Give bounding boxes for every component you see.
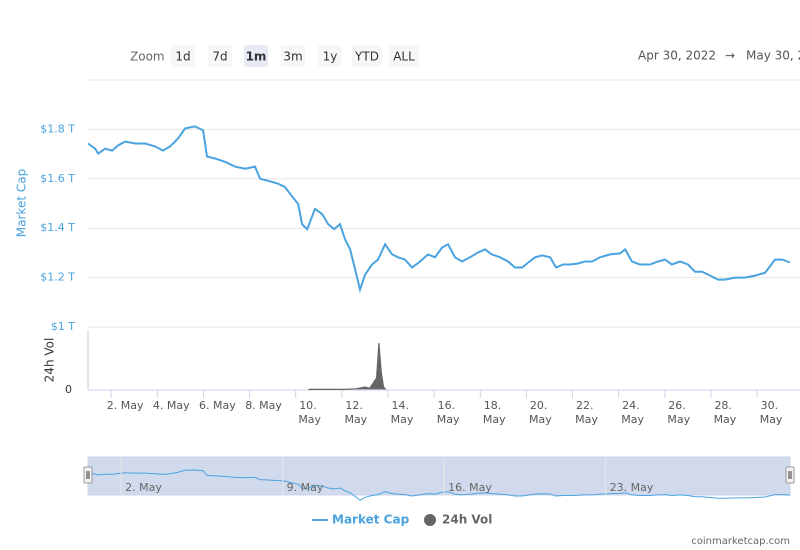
zoom-button[interactable]: 3m bbox=[281, 45, 305, 67]
x-tick-label: 18. May bbox=[483, 399, 506, 426]
navigator-handle-box bbox=[83, 466, 93, 484]
zoom-button[interactable]: 7d bbox=[208, 45, 232, 67]
range-to[interactable]: May 30, 2022 bbox=[746, 49, 800, 63]
y-axis-title: Market Cap bbox=[15, 169, 29, 237]
zoom-button-label: YTD bbox=[354, 50, 379, 64]
zoom-button[interactable]: YTD bbox=[352, 45, 382, 67]
zoom-button-label: 1d bbox=[175, 50, 190, 64]
y2-axis-title: 24h Vol bbox=[43, 338, 57, 383]
y-tick-label: $1 T bbox=[51, 320, 75, 333]
zoom-button-label: ALL bbox=[393, 50, 415, 64]
y2-tick-label: 0 bbox=[65, 383, 72, 396]
zoom-button-bg bbox=[208, 45, 232, 67]
navigator-tick-label: 23. May bbox=[610, 481, 654, 494]
navigator-handle[interactable] bbox=[83, 466, 93, 484]
zoom-button-bg bbox=[281, 45, 305, 67]
x-tick-label: 22. May bbox=[575, 399, 598, 426]
zoom-button[interactable]: 1d bbox=[171, 45, 195, 67]
volume-area bbox=[308, 343, 387, 390]
x-tick-label: 16. May bbox=[437, 399, 460, 426]
navigator-mask bbox=[87, 456, 791, 496]
legend-item[interactable]: 24h Vol bbox=[424, 513, 492, 527]
y-tick-label: $1.2 T bbox=[40, 271, 75, 284]
range-from[interactable]: Apr 30, 2022 bbox=[638, 49, 716, 63]
x-tick-label: 2. May bbox=[107, 399, 144, 412]
navigator-tick-label: 2. May bbox=[125, 481, 162, 494]
x-tick-label: 14. May bbox=[391, 399, 414, 426]
y-tick-label: $1.8 T bbox=[40, 122, 75, 135]
navigator-tick-label: 9. May bbox=[287, 481, 324, 494]
zoom-button-bg bbox=[389, 45, 419, 67]
y-tick-label: $1.6 T bbox=[40, 172, 75, 185]
navigator-line bbox=[87, 469, 791, 501]
legend-label: Market Cap bbox=[332, 513, 410, 527]
x-tick-label: 12. May bbox=[344, 399, 367, 426]
x-tick-label: 30. May bbox=[760, 399, 783, 426]
zoom-button-label: 1y bbox=[323, 50, 338, 64]
x-tick-label: 6. May bbox=[199, 399, 236, 412]
x-tick-label: 10. May bbox=[298, 399, 321, 426]
zoom-button[interactable]: ALL bbox=[389, 45, 419, 67]
zoom-button-label: 7d bbox=[212, 50, 227, 64]
range-arrow: → bbox=[725, 49, 735, 63]
line-series bbox=[87, 125, 791, 294]
zoom-button-label: 3m bbox=[283, 50, 302, 64]
navigator-tick-label: 16. May bbox=[448, 481, 492, 494]
legend-symbol bbox=[424, 514, 436, 526]
x-tick-label: 4. May bbox=[153, 399, 190, 412]
zoom-button-bg bbox=[244, 45, 268, 67]
legend-label: 24h Vol bbox=[442, 513, 492, 527]
navigator-handle[interactable] bbox=[785, 466, 795, 484]
x-tick-label: 20. May bbox=[529, 399, 552, 426]
zoom-button-bg bbox=[352, 45, 382, 67]
x-tick-label: 28. May bbox=[714, 399, 737, 426]
legend-item[interactable]: Market Cap bbox=[312, 513, 410, 527]
x-tick-label: 24. May bbox=[621, 399, 644, 426]
zoom-button[interactable]: 1y bbox=[318, 45, 342, 67]
credit: coinmarketcap.com bbox=[691, 536, 790, 547]
zoom-label: Zoom bbox=[130, 50, 165, 64]
zoom-button-bg bbox=[318, 45, 342, 67]
zoom-button-label: 1m bbox=[246, 50, 267, 64]
zoom-button-bg bbox=[171, 45, 195, 67]
navigator-handle-box bbox=[785, 466, 795, 484]
y-tick-label: $1.4 T bbox=[40, 221, 75, 234]
x-tick-label: 8. May bbox=[245, 399, 282, 412]
x-tick-label: 26. May bbox=[667, 399, 690, 426]
zoom-button[interactable]: 1m bbox=[244, 45, 268, 67]
